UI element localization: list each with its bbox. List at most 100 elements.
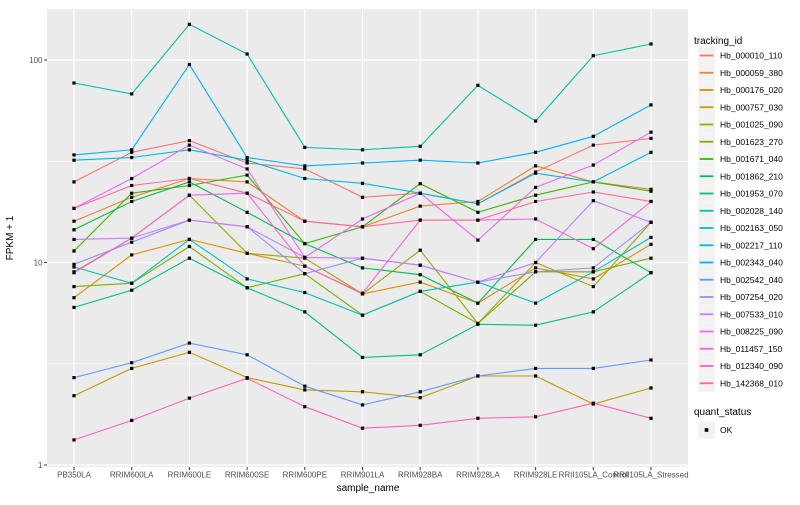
data-point (591, 143, 595, 147)
data-point (72, 285, 76, 289)
data-point (245, 158, 249, 162)
legend-label: Hb_007254_020 (720, 292, 783, 302)
data-point (303, 291, 307, 295)
data-point (245, 52, 249, 56)
legend-label: Hb_002217_110 (720, 240, 783, 250)
data-point (418, 191, 422, 195)
legend-quant-items: OK (698, 421, 733, 439)
data-point (476, 161, 480, 165)
data-point (72, 394, 76, 398)
data-point (649, 130, 653, 134)
data-point (130, 150, 134, 154)
data-point (303, 219, 307, 223)
data-point (360, 266, 365, 270)
data-point (303, 310, 307, 314)
data-point (649, 199, 653, 204)
data-point (187, 256, 191, 260)
data-point (130, 418, 134, 422)
data-point (303, 384, 307, 388)
axes: 1 10 100 PB350LA RRIM600LA RRIM600LE RRIM600SE… (29, 56, 688, 480)
data-point (130, 148, 134, 152)
data-point (245, 180, 249, 184)
data-point (360, 256, 365, 260)
data-point (245, 286, 249, 290)
y-tick-label: 10 (34, 258, 43, 267)
data-point (534, 415, 538, 419)
legend-label: Hb_000059_380 (720, 68, 783, 78)
x-tick-label: RRII105LA_Control (559, 471, 629, 480)
data-point (303, 242, 307, 246)
data-point (476, 238, 480, 242)
x-tick-label: RRIM901LA (341, 471, 385, 480)
data-point (534, 301, 538, 305)
legend-label: Hb_002542_040 (720, 275, 783, 285)
data-point (360, 195, 365, 199)
data-point (245, 353, 249, 357)
data-point (72, 237, 76, 241)
legend-label: Hb_008225_090 (720, 327, 783, 337)
data-point (72, 438, 76, 442)
data-point (649, 150, 653, 154)
data-point (130, 236, 134, 240)
data-point (187, 237, 191, 241)
data-point (649, 242, 653, 246)
data-point (534, 171, 538, 175)
data-point (303, 167, 307, 171)
data-point (187, 176, 191, 181)
data-point (360, 426, 365, 430)
data-point (187, 183, 191, 188)
legend-label: Hb_011457_150 (720, 344, 783, 354)
data-point (476, 218, 480, 222)
data-point (72, 249, 76, 253)
data-point (245, 167, 249, 171)
data-point (130, 92, 134, 96)
data-point (591, 285, 595, 289)
legend-label: Hb_007533_010 (720, 309, 783, 319)
data-point (303, 264, 307, 268)
data-point (591, 54, 595, 58)
ok-square-marker (704, 428, 709, 432)
data-point (72, 81, 76, 85)
data-point (591, 180, 595, 184)
data-point (534, 217, 538, 221)
data-point (130, 191, 134, 195)
data-point (534, 270, 538, 274)
data-point (187, 218, 191, 222)
data-point (649, 187, 653, 191)
data-point (649, 358, 653, 362)
data-point (534, 119, 538, 123)
x-tick-label: RRIM600SE (225, 471, 269, 480)
data-point (245, 251, 249, 255)
x-tick-label: RRIM600LE (168, 471, 212, 480)
data-point (360, 148, 365, 152)
legend-label: Hb_002163_050 (720, 223, 783, 233)
data-point (187, 139, 191, 143)
data-point (476, 202, 480, 206)
y-tick-label: 100 (29, 56, 43, 65)
legend-label: Hb_001671_040 (720, 154, 783, 164)
data-point (418, 289, 422, 293)
data-point (476, 416, 480, 420)
data-point (245, 191, 249, 195)
data-point (72, 158, 76, 162)
data-point (418, 144, 422, 148)
data-point (418, 263, 422, 267)
data-point (187, 193, 191, 197)
data-point (534, 164, 538, 168)
legend-label: Hb_012340_090 (720, 361, 783, 371)
data-point (72, 265, 76, 269)
data-point (130, 361, 134, 365)
legend-label: Hb_002028_140 (720, 206, 783, 216)
data-point (418, 396, 422, 400)
legend: tracking_id Hb_000010_110Hb_000059_380Hb… (694, 36, 783, 439)
data-point (130, 366, 134, 370)
data-point (187, 148, 191, 152)
data-point (476, 280, 480, 284)
data-point (245, 173, 249, 177)
data-point (591, 310, 595, 314)
data-point (418, 390, 422, 394)
data-point (418, 182, 422, 186)
data-point (72, 262, 76, 266)
